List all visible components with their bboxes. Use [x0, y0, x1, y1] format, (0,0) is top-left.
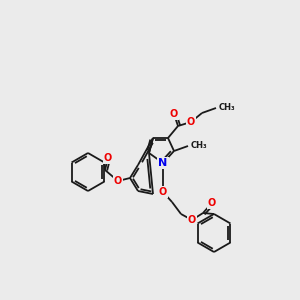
- Text: O: O: [187, 117, 195, 127]
- Text: CH₃: CH₃: [219, 103, 236, 112]
- Text: O: O: [114, 176, 122, 186]
- Text: O: O: [159, 187, 167, 197]
- Text: O: O: [104, 153, 112, 163]
- Text: N: N: [158, 158, 168, 168]
- Text: O: O: [188, 215, 196, 225]
- Text: O: O: [170, 109, 178, 119]
- Text: O: O: [208, 198, 216, 208]
- Text: CH₃: CH₃: [191, 142, 208, 151]
